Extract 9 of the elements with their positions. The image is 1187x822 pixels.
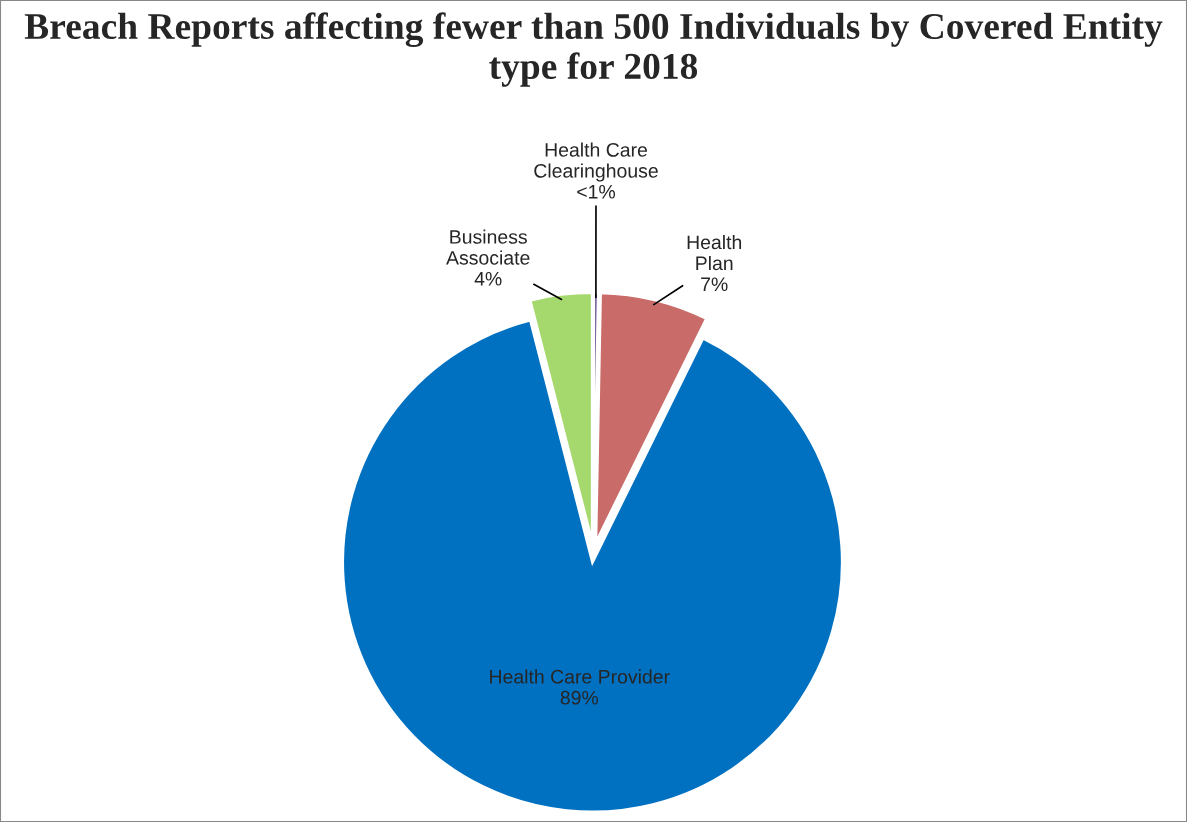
data-label: 89%	[560, 690, 599, 705]
slice-label: Health Care Provider	[490, 669, 670, 684]
data-label: <1%	[577, 185, 616, 199]
slice-label: Business Associate	[446, 229, 530, 265]
slice-label: Health Plan	[687, 234, 742, 271]
data-label: 7%	[701, 277, 728, 292]
data-label: 4%	[474, 272, 502, 286]
slice-label: Health Care Clearinghouse	[534, 142, 658, 182]
chart-title: Breach Reports affecting fewer than 500 Individuals by Covered Entity type for 2018	[24, 12, 1163, 87]
